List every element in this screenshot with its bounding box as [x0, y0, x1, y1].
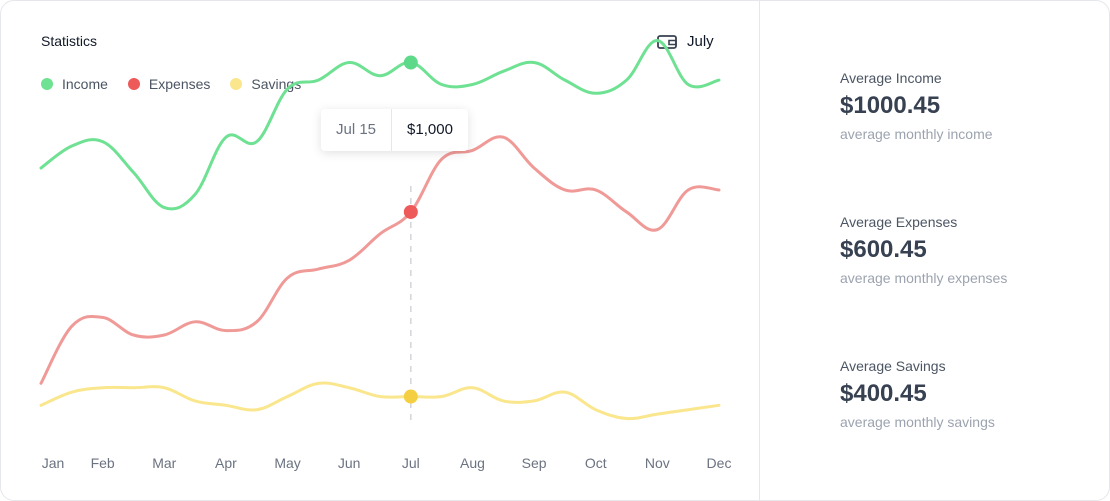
- legend-item-income[interactable]: Income: [41, 76, 108, 92]
- highlight-point-income: [403, 55, 418, 70]
- stat-income-label: Average Income: [840, 70, 942, 86]
- legend-item-expenses[interactable]: Expenses: [127, 76, 211, 92]
- x-tick-label-sep: Sep: [522, 455, 547, 471]
- highlight-point-expenses: [403, 204, 418, 219]
- tooltip-value: $1,000: [407, 121, 453, 138]
- legend-label-income: Income: [62, 76, 108, 92]
- stat-savings-sub: average monthly savings: [840, 414, 995, 430]
- x-tick-label-aug: Aug: [460, 455, 485, 471]
- page-title: Statistics: [41, 33, 98, 49]
- highlight-point-savings: [403, 389, 418, 404]
- stat-savings-label: Average Savings: [840, 358, 946, 374]
- line-chart: Jan Feb Mar Apr May Jun Jul Aug Sep Oct Nov Dec: [39, 39, 732, 471]
- legend-dot-income: [41, 78, 53, 90]
- x-tick-label-oct: Oct: [585, 455, 607, 471]
- stat-expenses-sub: average monthly expenses: [840, 270, 1008, 286]
- panel-divider: [759, 1, 760, 500]
- stat-expenses: Average Expenses $600.45 average monthly…: [840, 214, 1007, 286]
- stat-savings: Average Savings $400.45 average monthly …: [840, 358, 995, 430]
- series-line-expenses: [39, 135, 721, 385]
- stat-income: Average Income $1000.45 average monthly …: [840, 70, 993, 142]
- tooltip-date: Jul 15: [321, 109, 393, 151]
- stat-income-sub: average monthly income: [840, 126, 993, 142]
- series-line-savings: [39, 381, 721, 421]
- x-tick-label-jun: Jun: [338, 455, 361, 471]
- legend-dot-expenses: [127, 78, 140, 90]
- stat-income-value: $1000.45: [840, 92, 941, 119]
- legend-dot-savings: [230, 78, 243, 90]
- x-tick-label-may: May: [274, 455, 300, 471]
- series-line-income: [39, 39, 721, 211]
- stat-savings-value: $400.45: [840, 380, 927, 407]
- month-label: July: [687, 33, 714, 50]
- x-tick-label-apr: Apr: [215, 455, 237, 471]
- x-tick-label-jan: Jan: [42, 455, 65, 471]
- stat-expenses-value: $600.45: [840, 236, 927, 263]
- x-tick-label-dec: Dec: [707, 455, 732, 471]
- x-tick-label-feb: Feb: [91, 455, 115, 471]
- x-tick-label-jul: Jul: [402, 455, 420, 471]
- chart-tooltip: Jul 15 $1,000: [321, 109, 468, 151]
- x-tick-label-nov: Nov: [645, 455, 670, 471]
- chart-legend: Income Expenses Savings: [41, 76, 301, 92]
- legend-label-expenses: Expenses: [148, 76, 211, 92]
- x-tick-label-mar: Mar: [152, 455, 176, 471]
- stat-expenses-label: Average Expenses: [840, 214, 958, 230]
